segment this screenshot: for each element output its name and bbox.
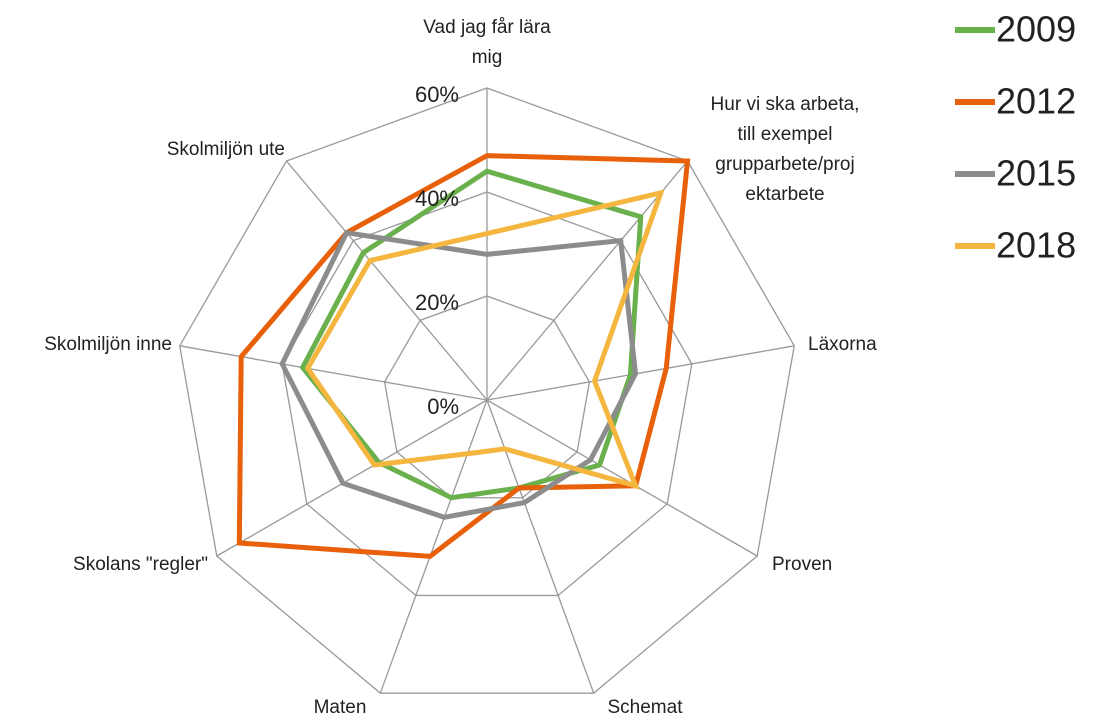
category-label: Hur vi ska arbeta,: [711, 94, 860, 115]
category-label: Skolmiljön inne: [44, 334, 172, 355]
series-line: [236, 153, 691, 559]
category-label: mig: [472, 47, 503, 68]
series-line: [279, 229, 639, 520]
category-label: grupparbete/proj: [715, 154, 854, 175]
spoke: [179, 345, 488, 401]
spoke: [379, 399, 488, 694]
spoke: [285, 160, 488, 401]
spoke: [216, 399, 488, 557]
grid-ring: [281, 191, 693, 597]
category-label: Läxorna: [808, 334, 877, 355]
category-label: Vad jag får lära: [423, 17, 551, 38]
legend-label: 2012: [996, 81, 1076, 122]
series-line: [304, 189, 665, 490]
r-tick-label: 40%: [415, 186, 459, 211]
series-line: [299, 168, 644, 501]
spoke: [486, 399, 595, 694]
spoke: [486, 399, 758, 557]
category-label: Proven: [772, 554, 832, 575]
spoke: [486, 160, 689, 401]
legend-label: 2009: [996, 9, 1076, 50]
category-label: till exempel: [737, 124, 832, 145]
r-tick-label: 0%: [427, 394, 459, 419]
category-label: Maten: [314, 697, 367, 718]
r-tick-label: 20%: [415, 290, 459, 315]
grid-ring: [383, 295, 591, 499]
legend-label: 2018: [996, 225, 1076, 266]
legend-label: 2015: [996, 153, 1076, 194]
category-label: Skolans "regler": [73, 554, 208, 575]
category-label: Skolmiljön ute: [167, 139, 285, 160]
category-label: Schemat: [608, 697, 684, 718]
spoke: [486, 345, 795, 401]
category-label: ektarbete: [745, 184, 824, 205]
grid-ring: [179, 87, 795, 694]
r-tick-label: 60%: [415, 82, 459, 107]
